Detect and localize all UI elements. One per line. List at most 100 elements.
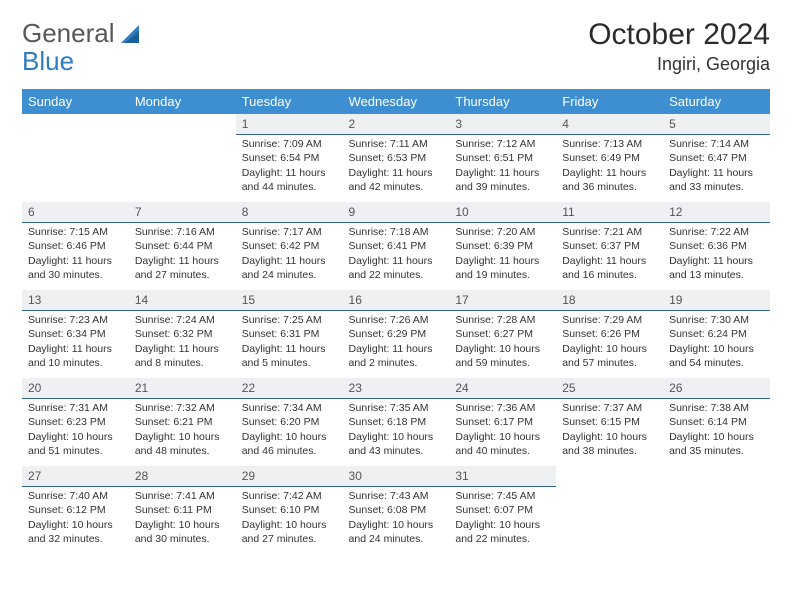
day-number: 19 [663, 290, 770, 311]
day-details: Sunrise: 7:13 AMSunset: 6:49 PMDaylight:… [556, 135, 663, 198]
daylight-line: Daylight: 10 hours and 24 minutes. [349, 518, 444, 546]
day-number: 17 [449, 290, 556, 311]
sunrise-line: Sunrise: 7:16 AM [135, 225, 230, 239]
sunrise-line: Sunrise: 7:28 AM [455, 313, 550, 327]
sunrise-line: Sunrise: 7:30 AM [669, 313, 764, 327]
sunrise-line: Sunrise: 7:11 AM [349, 137, 444, 151]
calendar-cell: 20Sunrise: 7:31 AMSunset: 6:23 PMDayligh… [22, 378, 129, 466]
calendar-cell: 25Sunrise: 7:37 AMSunset: 6:15 PMDayligh… [556, 378, 663, 466]
day-details: Sunrise: 7:28 AMSunset: 6:27 PMDaylight:… [449, 311, 556, 374]
day-number: 30 [343, 466, 450, 487]
day-number: 16 [343, 290, 450, 311]
calendar-cell: 22Sunrise: 7:34 AMSunset: 6:20 PMDayligh… [236, 378, 343, 466]
daylight-line: Daylight: 11 hours and 30 minutes. [28, 254, 123, 282]
daylight-line: Daylight: 10 hours and 59 minutes. [455, 342, 550, 370]
daylight-line: Daylight: 11 hours and 10 minutes. [28, 342, 123, 370]
sunset-line: Sunset: 6:49 PM [562, 151, 657, 165]
calendar-cell: 7 Sunrise: 7:16 AMSunset: 6:44 PMDaylight… [129, 202, 236, 290]
calendar-cell [129, 114, 236, 202]
sunrise-line: Sunrise: 7:32 AM [135, 401, 230, 415]
day-number: 4 [556, 114, 663, 135]
day-number: 27 [22, 466, 129, 487]
calendar-cell: 15Sunrise: 7:25 AMSunset: 6:31 PMDayligh… [236, 290, 343, 378]
calendar-row: 13Sunrise: 7:23 AMSunset: 6:34 PMDayligh… [22, 290, 770, 378]
day-details: Sunrise: 7:15 AMSunset: 6:46 PMDaylight:… [22, 223, 129, 286]
daylight-line: Daylight: 10 hours and 32 minutes. [28, 518, 123, 546]
sunrise-line: Sunrise: 7:40 AM [28, 489, 123, 503]
sunset-line: Sunset: 6:08 PM [349, 503, 444, 517]
sunset-line: Sunset: 6:15 PM [562, 415, 657, 429]
day-number: 21 [129, 378, 236, 399]
sunrise-line: Sunrise: 7:45 AM [455, 489, 550, 503]
day-number: 10 [449, 202, 556, 223]
daylight-line: Daylight: 11 hours and 19 minutes. [455, 254, 550, 282]
sunrise-line: Sunrise: 7:34 AM [242, 401, 337, 415]
calendar-cell: 3Sunrise: 7:12 AMSunset: 6:51 PMDaylight… [449, 114, 556, 202]
day-details: Sunrise: 7:38 AMSunset: 6:14 PMDaylight:… [663, 399, 770, 462]
sunset-line: Sunset: 6:12 PM [28, 503, 123, 517]
day-details: Sunrise: 7:42 AMSunset: 6:10 PMDaylight:… [236, 487, 343, 550]
calendar-cell: 12Sunrise: 7:22 AMSunset: 6:36 PMDayligh… [663, 202, 770, 290]
weekday-header: Friday [556, 89, 663, 114]
sunset-line: Sunset: 6:44 PM [135, 239, 230, 253]
day-details: Sunrise: 7:12 AMSunset: 6:51 PMDaylight:… [449, 135, 556, 198]
daylight-line: Daylight: 11 hours and 24 minutes. [242, 254, 337, 282]
logo: General [22, 18, 145, 49]
daylight-line: Daylight: 11 hours and 2 minutes. [349, 342, 444, 370]
calendar-cell: 19Sunrise: 7:30 AMSunset: 6:24 PMDayligh… [663, 290, 770, 378]
sunrise-line: Sunrise: 7:35 AM [349, 401, 444, 415]
day-details: Sunrise: 7:36 AMSunset: 6:17 PMDaylight:… [449, 399, 556, 462]
day-details: Sunrise: 7:26 AMSunset: 6:29 PMDaylight:… [343, 311, 450, 374]
sunset-line: Sunset: 6:11 PM [135, 503, 230, 517]
day-number: 31 [449, 466, 556, 487]
day-number: 13 [22, 290, 129, 311]
day-number: 1 [236, 114, 343, 135]
sunset-line: Sunset: 6:18 PM [349, 415, 444, 429]
calendar-cell [556, 466, 663, 554]
day-number: 15 [236, 290, 343, 311]
daylight-line: Daylight: 10 hours and 43 minutes. [349, 430, 444, 458]
sunset-line: Sunset: 6:27 PM [455, 327, 550, 341]
location: Ingiri, Georgia [588, 54, 770, 75]
day-details: Sunrise: 7:09 AMSunset: 6:54 PMDaylight:… [236, 135, 343, 198]
daylight-line: Daylight: 11 hours and 22 minutes. [349, 254, 444, 282]
daylight-line: Daylight: 11 hours and 39 minutes. [455, 166, 550, 194]
sunset-line: Sunset: 6:34 PM [28, 327, 123, 341]
day-number: 25 [556, 378, 663, 399]
sunrise-line: Sunrise: 7:21 AM [562, 225, 657, 239]
sunrise-line: Sunrise: 7:24 AM [135, 313, 230, 327]
sunset-line: Sunset: 6:37 PM [562, 239, 657, 253]
weekday-header: Wednesday [343, 89, 450, 114]
day-details: Sunrise: 7:32 AMSunset: 6:21 PMDaylight:… [129, 399, 236, 462]
sunrise-line: Sunrise: 7:13 AM [562, 137, 657, 151]
calendar-cell: 30Sunrise: 7:43 AMSunset: 6:08 PMDayligh… [343, 466, 450, 554]
calendar-cell: 21Sunrise: 7:32 AMSunset: 6:21 PMDayligh… [129, 378, 236, 466]
daylight-line: Daylight: 10 hours and 48 minutes. [135, 430, 230, 458]
calendar-body: 1Sunrise: 7:09 AMSunset: 6:54 PMDaylight… [22, 114, 770, 554]
day-number: 2 [343, 114, 450, 135]
daylight-line: Daylight: 11 hours and 27 minutes. [135, 254, 230, 282]
sunrise-line: Sunrise: 7:23 AM [28, 313, 123, 327]
daylight-line: Daylight: 10 hours and 35 minutes. [669, 430, 764, 458]
day-details: Sunrise: 7:43 AMSunset: 6:08 PMDaylight:… [343, 487, 450, 550]
sunset-line: Sunset: 6:39 PM [455, 239, 550, 253]
sunrise-line: Sunrise: 7:36 AM [455, 401, 550, 415]
day-details: Sunrise: 7:40 AMSunset: 6:12 PMDaylight:… [22, 487, 129, 550]
sunset-line: Sunset: 6:24 PM [669, 327, 764, 341]
sunset-line: Sunset: 6:54 PM [242, 151, 337, 165]
sunrise-line: Sunrise: 7:20 AM [455, 225, 550, 239]
calendar-cell: 31Sunrise: 7:45 AMSunset: 6:07 PMDayligh… [449, 466, 556, 554]
day-details: Sunrise: 7:35 AMSunset: 6:18 PMDaylight:… [343, 399, 450, 462]
day-details: Sunrise: 7:45 AMSunset: 6:07 PMDaylight:… [449, 487, 556, 550]
calendar-cell: 6Sunrise: 7:15 AMSunset: 6:46 PMDaylight… [22, 202, 129, 290]
weekday-header: Thursday [449, 89, 556, 114]
day-details: Sunrise: 7:22 AMSunset: 6:36 PMDaylight:… [663, 223, 770, 286]
logo-text-part1: General [22, 18, 115, 49]
logo-sail-icon [119, 23, 145, 45]
sunrise-line: Sunrise: 7:25 AM [242, 313, 337, 327]
daylight-line: Daylight: 11 hours and 16 minutes. [562, 254, 657, 282]
day-number: 7 [129, 202, 236, 223]
sunrise-line: Sunrise: 7:15 AM [28, 225, 123, 239]
sunset-line: Sunset: 6:47 PM [669, 151, 764, 165]
calendar-cell [663, 466, 770, 554]
